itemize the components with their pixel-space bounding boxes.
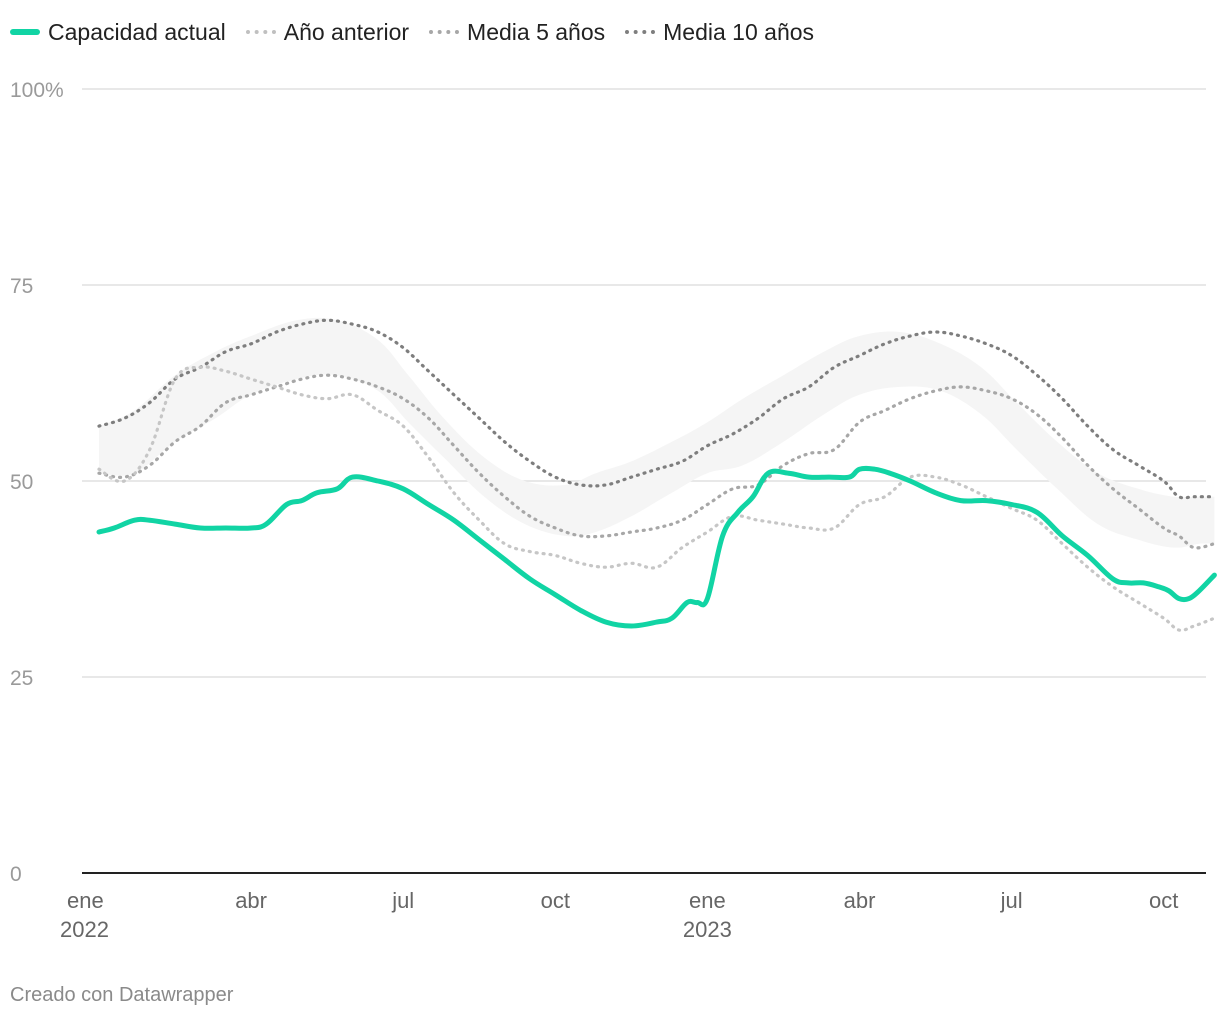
line-chart: 0 25 50 75 100% ene 2022 abr jul oct ene 2023 abr jul… [10,79,1217,942]
series-line-media-5-anos [97,373,1216,550]
legend-item-capacidad-actual: Capacidad actual [10,19,226,46]
legend-swatch-ano-anterior [245,30,276,34]
chart-legend: Capacidad actual Año anterior Media 5 añ… [10,14,814,50]
y-tick-label-25: 25 [10,667,33,690]
legend-item-ano-anterior: Año anterior [245,18,410,46]
x-tick-year-4: 2023 [683,917,732,942]
x-tick-label-2: jul [391,888,414,913]
x-tick-year-0: 2022 [60,917,109,942]
x-tick-label-7: oct [1149,888,1178,913]
legend-swatch-capacidad-actual [10,29,40,35]
y-tick-label-100: 100% [10,79,64,102]
x-tick-label-5: abr [844,888,876,913]
series-line-ano-anterior [97,365,1216,632]
series-line-media-10-anos [97,318,1216,500]
series-line-capacidad-actual [96,465,1217,629]
x-tick-label-3: oct [541,888,570,913]
y-tick-label-75: 75 [10,275,33,298]
legend-swatch-media-5-anos [429,30,460,34]
legend-label-media-10-anos: Media 10 años [663,18,815,45]
legend-label-ano-anterior: Año anterior [283,18,410,45]
legend-label-media-5-anos: Media 5 años [467,18,606,45]
x-tick-label-0: ene [67,888,104,913]
legend-swatch-media-10-anos [625,30,656,34]
x-tick-label-6: jul [1000,888,1023,913]
x-tick-label-1: abr [235,888,267,913]
x-tick-label-4: ene [689,888,726,913]
legend-label-capacidad-actual: Capacidad actual [48,18,226,45]
legend-item-media-10-anos: Media 10 años [625,19,814,46]
y-tick-label-50: 50 [10,471,33,494]
legend-item-media-5-anos: Media 5 años [429,19,605,46]
band-range-area [99,317,1215,548]
source-credit: Creado con Datawrapper [10,984,234,1006]
y-tick-label-0: 0 [10,863,22,886]
